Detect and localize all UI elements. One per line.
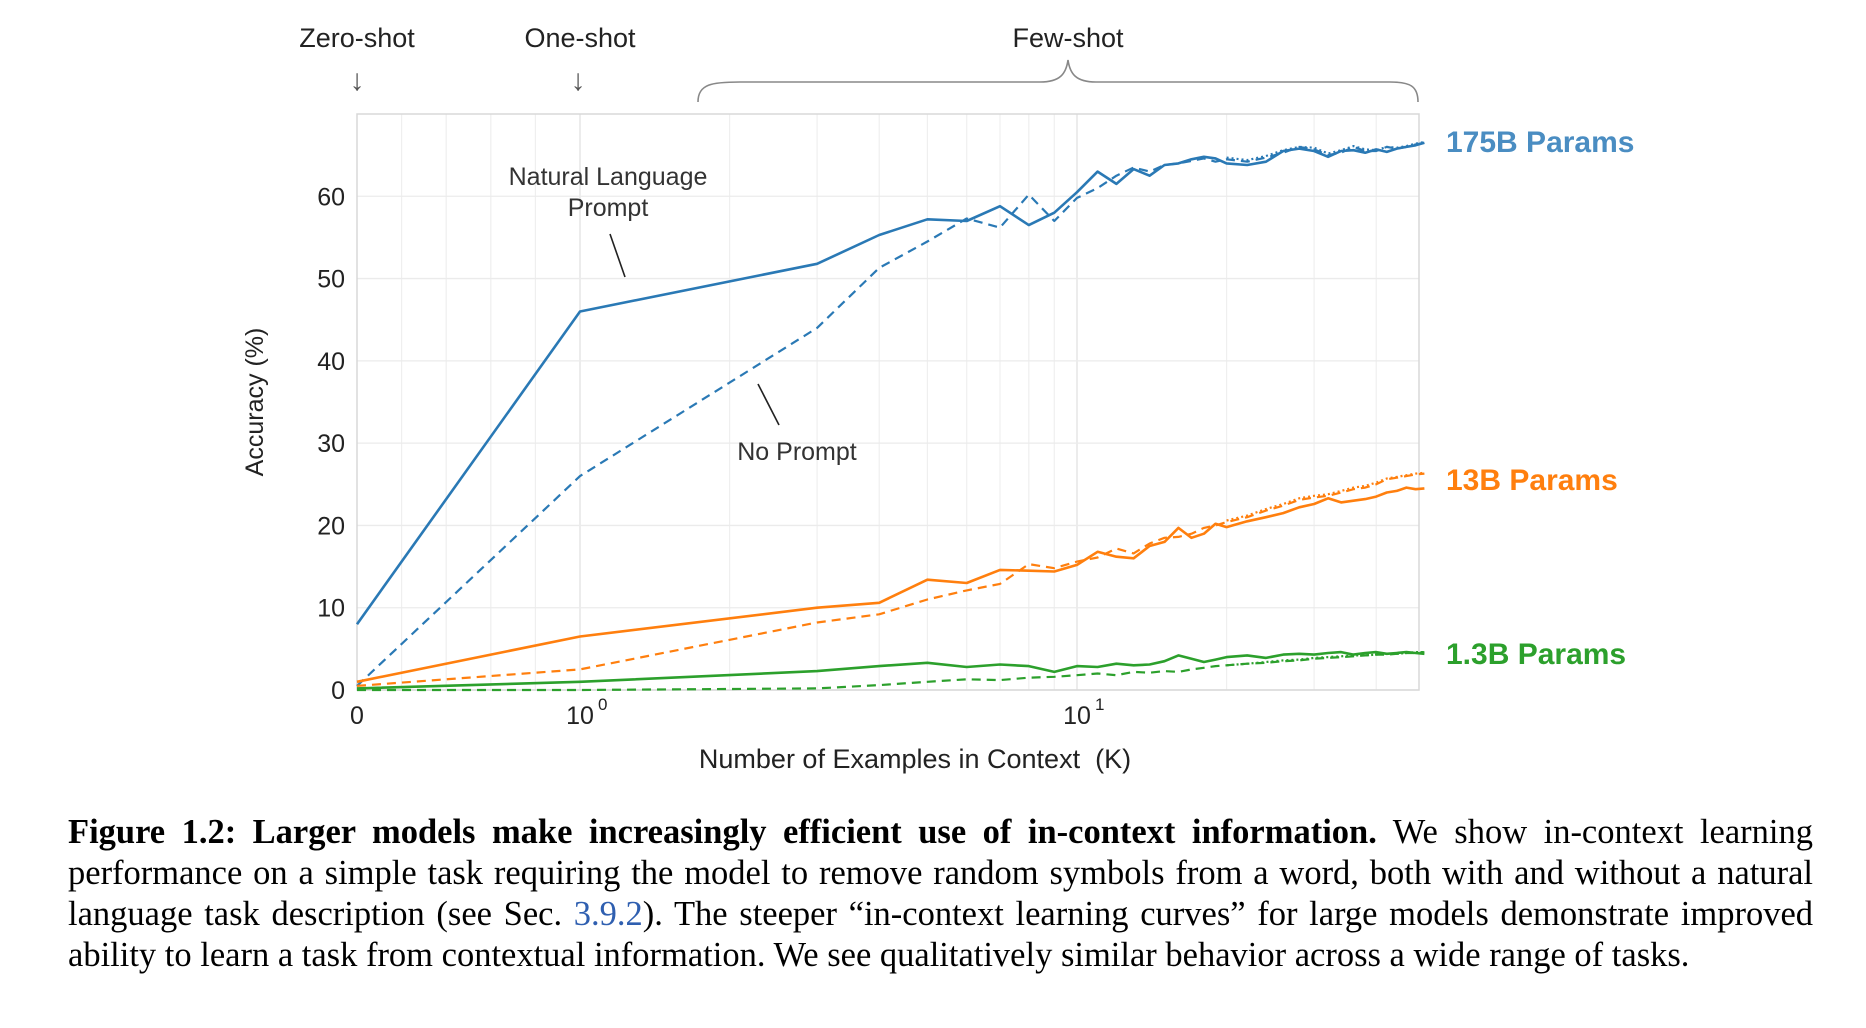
- y-tick-label: 50: [317, 266, 345, 294]
- annotation-natural-language-line2: Prompt: [568, 194, 649, 222]
- series-label-13b: 13B Params: [1446, 464, 1618, 497]
- annotation-natural-language-line1: Natural Language: [509, 163, 708, 191]
- series-line-1-3B-solid: [356, 650, 1425, 690]
- plot-frame: [356, 113, 1420, 691]
- series-line-175B-dashed: [356, 141, 1425, 687]
- zero-shot-arrow: ↓: [350, 64, 365, 97]
- annotation-natural-language-pointer: [609, 233, 626, 278]
- x-tick-label: 0: [350, 702, 364, 730]
- y-axis-label: Accuracy (%): [241, 328, 269, 477]
- few-shot-brace: [697, 59, 1419, 103]
- annotation-no-prompt: No Prompt: [737, 438, 857, 466]
- zero-shot-label: Zero-shot: [299, 23, 415, 53]
- chart: Zero-shot ↓ One-shot ↓ Few-shot 01020304…: [241, 23, 1634, 774]
- y-tick-label: 30: [317, 430, 345, 458]
- series-group: [355, 140, 1425, 692]
- series-line-13B-dotted: [1226, 471, 1425, 522]
- figure-caption: Figure 1.2: Larger models make increasin…: [68, 812, 1813, 976]
- series-line-175B-solid: [355, 141, 1425, 625]
- x-tick-exponent: 1: [1095, 695, 1104, 714]
- caption-text-2: ). The steeper “in-context learning curv…: [68, 895, 1814, 974]
- x-ticks: 0 10 0 10 1: [350, 695, 1104, 730]
- caption-text-1: We show in-context learning performance …: [68, 813, 1813, 933]
- x-axis-label: Number of Examples in Context (K): [699, 744, 1131, 774]
- one-shot-label: One-shot: [524, 23, 636, 53]
- y-tick-label: 0: [331, 677, 345, 705]
- y-ticks: 0 10 20 30 40 50 60: [317, 183, 345, 705]
- x-tick-label: 10: [566, 702, 594, 730]
- annotation-no-prompt-pointer: [757, 383, 780, 426]
- y-tick-label: 60: [317, 183, 345, 211]
- series-line-13B-dashed: [356, 472, 1425, 687]
- series-label-175b: 175B Params: [1446, 126, 1634, 159]
- x-tick-exponent: 0: [598, 695, 607, 714]
- series-line-13B-solid: [356, 486, 1425, 684]
- few-shot-label: Few-shot: [1012, 23, 1124, 53]
- one-shot-arrow: ↓: [571, 64, 586, 97]
- series-line-175B-dotted: [1226, 140, 1425, 162]
- series-label-1-3b: 1.3B Params: [1446, 638, 1626, 671]
- series-line-1-3B-dashed: [357, 651, 1425, 692]
- x-tick-label: 10: [1063, 702, 1091, 730]
- caption-title: Figure 1.2: Larger models make increasin…: [68, 813, 1377, 851]
- caption-section-link[interactable]: 3.9.2: [573, 895, 643, 933]
- y-tick-label: 10: [317, 595, 345, 623]
- y-tick-label: 20: [317, 512, 345, 540]
- series-line-1-3B-dotted: [1226, 650, 1425, 667]
- y-tick-label: 40: [317, 348, 345, 376]
